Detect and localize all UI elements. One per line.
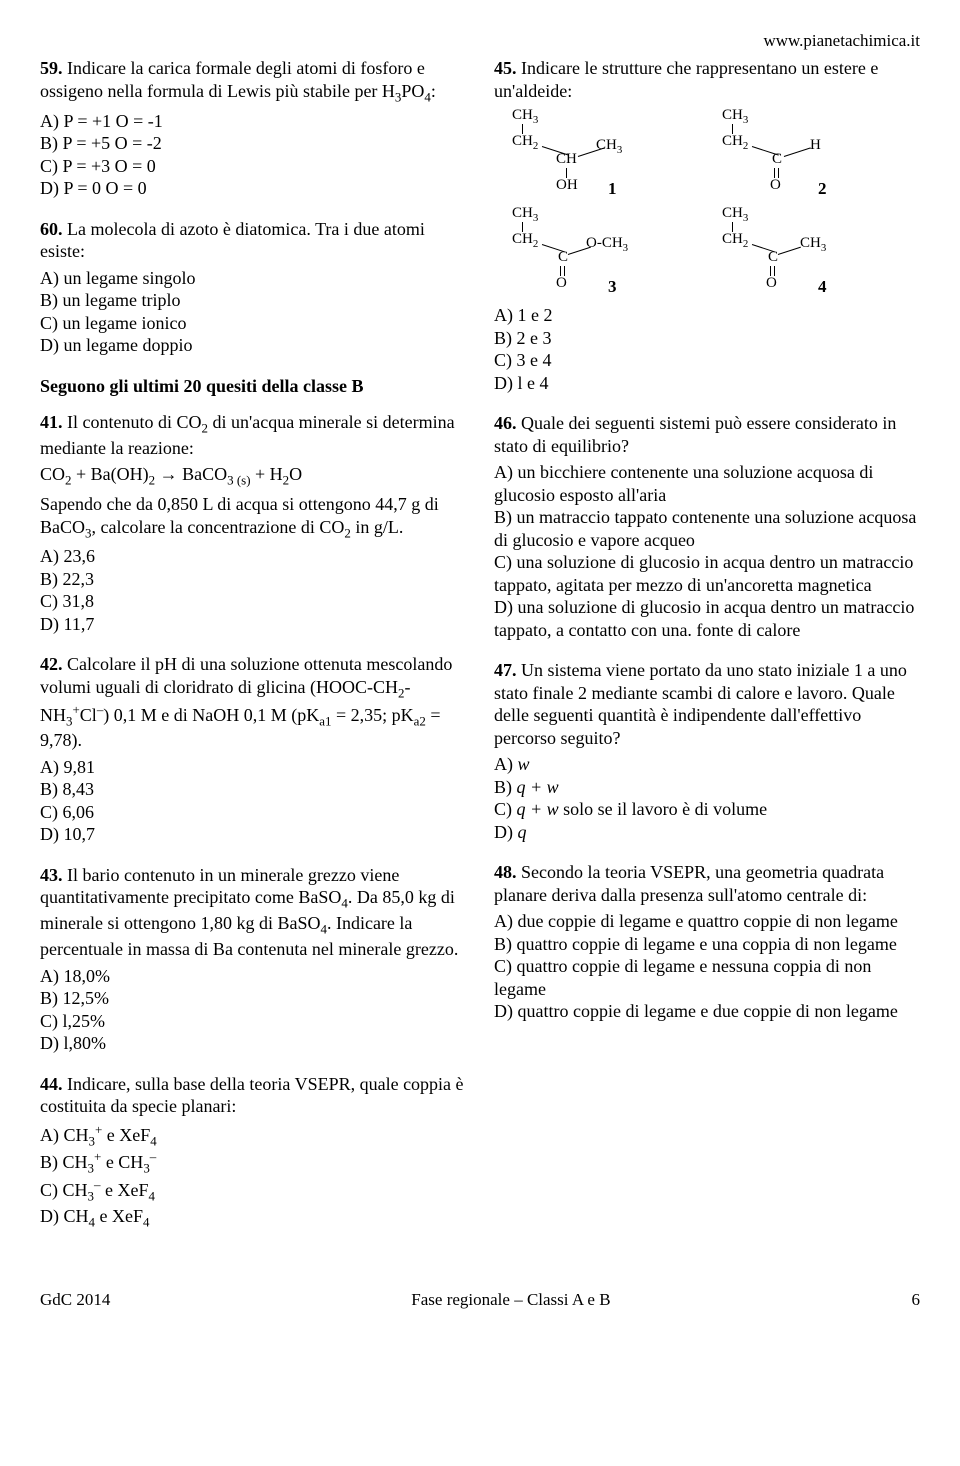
q45-opt-b: B) 2 e 3 xyxy=(494,327,920,350)
q45-opt-c: C) 3 e 4 xyxy=(494,349,920,372)
q41-textb: Il contenuto di CO xyxy=(67,412,201,432)
q43-opt-c: C) l,25% xyxy=(40,1010,466,1033)
q43-num: 43. xyxy=(40,865,63,885)
q59-opt-b: B) P = +5 O = -2 xyxy=(40,132,466,155)
header-url: www.pianetachimica.it xyxy=(40,30,920,51)
question-48: 48. Secondo la teoria VSEPR, una geometr… xyxy=(494,861,920,1023)
q43-opt-a: A) 18,0% xyxy=(40,965,466,988)
q47-opt-b: B) q + w xyxy=(494,776,920,799)
q48-opt-d: D) quattro coppie di legame e due coppie… xyxy=(494,1000,920,1023)
question-59: 59. Indicare la carica formale degli ato… xyxy=(40,57,466,199)
q59-opt-c: C) P = +3 O = 0 xyxy=(40,155,466,178)
q46-opt-b: B) un matraccio tappato contenente una s… xyxy=(494,506,920,551)
footer-center: Fase regionale – Classi A e B xyxy=(411,1289,610,1310)
question-42: 42. Calcolare il pH di una soluzione ott… xyxy=(40,653,466,846)
q44-opt-d: D) CH4 e XeF4 xyxy=(40,1205,466,1231)
q59-text3: : xyxy=(431,81,436,101)
q45-textb: Indicare le strutture che rappresentano … xyxy=(494,58,878,101)
structures-row-1: CH3 CH2 CH CH3 OH 1 CH3 CH2 C xyxy=(508,108,920,200)
structure-4: CH3 CH2 C CH3 O 4 xyxy=(718,206,868,298)
footer-left: GdC 2014 xyxy=(40,1289,110,1310)
left-column: 59. Indicare la carica formale degli ato… xyxy=(40,57,466,1248)
q42-num: 42. xyxy=(40,654,63,674)
q59-text2: PO xyxy=(401,81,424,101)
question-47: 47. Un sistema viene portato da uno stat… xyxy=(494,659,920,843)
question-41: 41. Il contenuto di CO2 di un'acqua mine… xyxy=(40,411,466,635)
q41-texte: , calcolare la concentrazione di CO xyxy=(91,517,344,537)
q48-opt-c: C) quattro coppie di legame e nessuna co… xyxy=(494,955,920,1000)
q44-opt-c: C) CH3– e XeF4 xyxy=(40,1177,466,1205)
q59-opt-a: A) P = +1 O = -1 xyxy=(40,110,466,133)
q43-opt-b: B) 12,5% xyxy=(40,987,466,1010)
structure-1: CH3 CH2 CH CH3 OH 1 xyxy=(508,108,658,200)
q45-opt-d: D) l e 4 xyxy=(494,372,920,395)
q44-opt-a: A) CH3+ e XeF4 xyxy=(40,1122,466,1150)
right-column: 45. Indicare le strutture che rappresent… xyxy=(494,57,920,1248)
page-footer: GdC 2014 Fase regionale – Classi A e B 6 xyxy=(40,1289,920,1310)
question-45: 45. Indicare le strutture che rappresent… xyxy=(494,57,920,394)
section-title: Seguono gli ultimi 20 quesiti della clas… xyxy=(40,375,466,398)
q41-eq: CO2 + Ba(OH)2 → BaCO3 (s) + H2O xyxy=(40,463,466,489)
q44-opt-b: B) CH3+ e CH3– xyxy=(40,1149,466,1177)
q59-num: 59. xyxy=(40,58,63,78)
q46-opt-d: D) una soluzione di glucosio in acqua de… xyxy=(494,596,920,641)
question-44: 44. Indicare, sulla base della teoria VS… xyxy=(40,1073,466,1231)
footer-right: 6 xyxy=(911,1289,920,1310)
q41-opt-a: A) 23,6 xyxy=(40,545,466,568)
q60-num: 60. xyxy=(40,219,63,239)
q47-num: 47. xyxy=(494,660,517,680)
q46-num: 46. xyxy=(494,413,517,433)
question-43: 43. Il bario contenuto in un minerale gr… xyxy=(40,864,466,1055)
q47-textb: Un sistema viene portato da uno stato in… xyxy=(494,660,907,748)
q59-text: Indicare la carica formale degli atomi d… xyxy=(40,58,425,101)
q42-textb: Calcolare il pH di una soluzione ottenut… xyxy=(40,654,452,697)
q44-num: 44. xyxy=(40,1074,63,1094)
q43-opt-d: D) l,80% xyxy=(40,1032,466,1055)
q60-text: La molecola di azoto è diatomica. Tra i … xyxy=(40,219,425,262)
q46-textb: Quale dei seguenti sistemi può essere co… xyxy=(494,413,896,456)
q48-opt-b: B) quattro coppie di legame e una coppia… xyxy=(494,933,920,956)
two-column-layout: 59. Indicare la carica formale degli ato… xyxy=(40,57,920,1248)
q46-opt-c: C) una soluzione di glucosio in acqua de… xyxy=(494,551,920,596)
q41-num: 41. xyxy=(40,412,63,432)
q42-opt-c: C) 6,06 xyxy=(40,801,466,824)
question-60: 60. La molecola di azoto è diatomica. Tr… xyxy=(40,218,466,357)
q41-opt-c: C) 31,8 xyxy=(40,590,466,613)
q42-textd: Cl xyxy=(80,705,97,725)
q42-texte: ) 0,1 M e di NaOH 0,1 M (pK xyxy=(103,705,319,725)
q44-textb: Indicare, sulla base della teoria VSEPR,… xyxy=(40,1074,464,1117)
q47-opt-d: D) q xyxy=(494,821,920,844)
q60-opt-a: A) un legame singolo xyxy=(40,267,466,290)
q41-opt-d: D) 11,7 xyxy=(40,613,466,636)
q41-opt-b: B) 22,3 xyxy=(40,568,466,591)
q45-opt-a: A) 1 e 2 xyxy=(494,304,920,327)
q59-opt-d: D) P = 0 O = 0 xyxy=(40,177,466,200)
q42-opt-a: A) 9,81 xyxy=(40,756,466,779)
structure-2: CH3 CH2 C H O 2 xyxy=(718,108,868,200)
q41-textf: in g/L. xyxy=(351,517,404,537)
q48-num: 48. xyxy=(494,862,517,882)
q42-opt-d: D) 10,7 xyxy=(40,823,466,846)
q60-opt-b: B) un legame triplo xyxy=(40,289,466,312)
q60-opt-d: D) un legame doppio xyxy=(40,334,466,357)
structure-3: CH3 CH2 C O-CH3 O 3 xyxy=(508,206,658,298)
q42-textf: = 2,35; pK xyxy=(332,705,414,725)
q48-textb: Secondo la teoria VSEPR, una geometria q… xyxy=(494,862,884,905)
q42-opt-b: B) 8,43 xyxy=(40,778,466,801)
q45-num: 45. xyxy=(494,58,517,78)
q47-opt-c: C) q + w solo se il lavoro è di volume xyxy=(494,798,920,821)
q60-opt-c: C) un legame ionico xyxy=(40,312,466,335)
question-46: 46. Quale dei seguenti sistemi può esser… xyxy=(494,412,920,641)
q47-opt-a: A) w xyxy=(494,753,920,776)
structures-row-2: CH3 CH2 C O-CH3 O 3 CH3 CH2 C xyxy=(508,206,920,298)
q46-opt-a: A) un bicchiere contenente una soluzione… xyxy=(494,461,920,506)
q48-opt-a: A) due coppie di legame e quattro coppie… xyxy=(494,910,920,933)
